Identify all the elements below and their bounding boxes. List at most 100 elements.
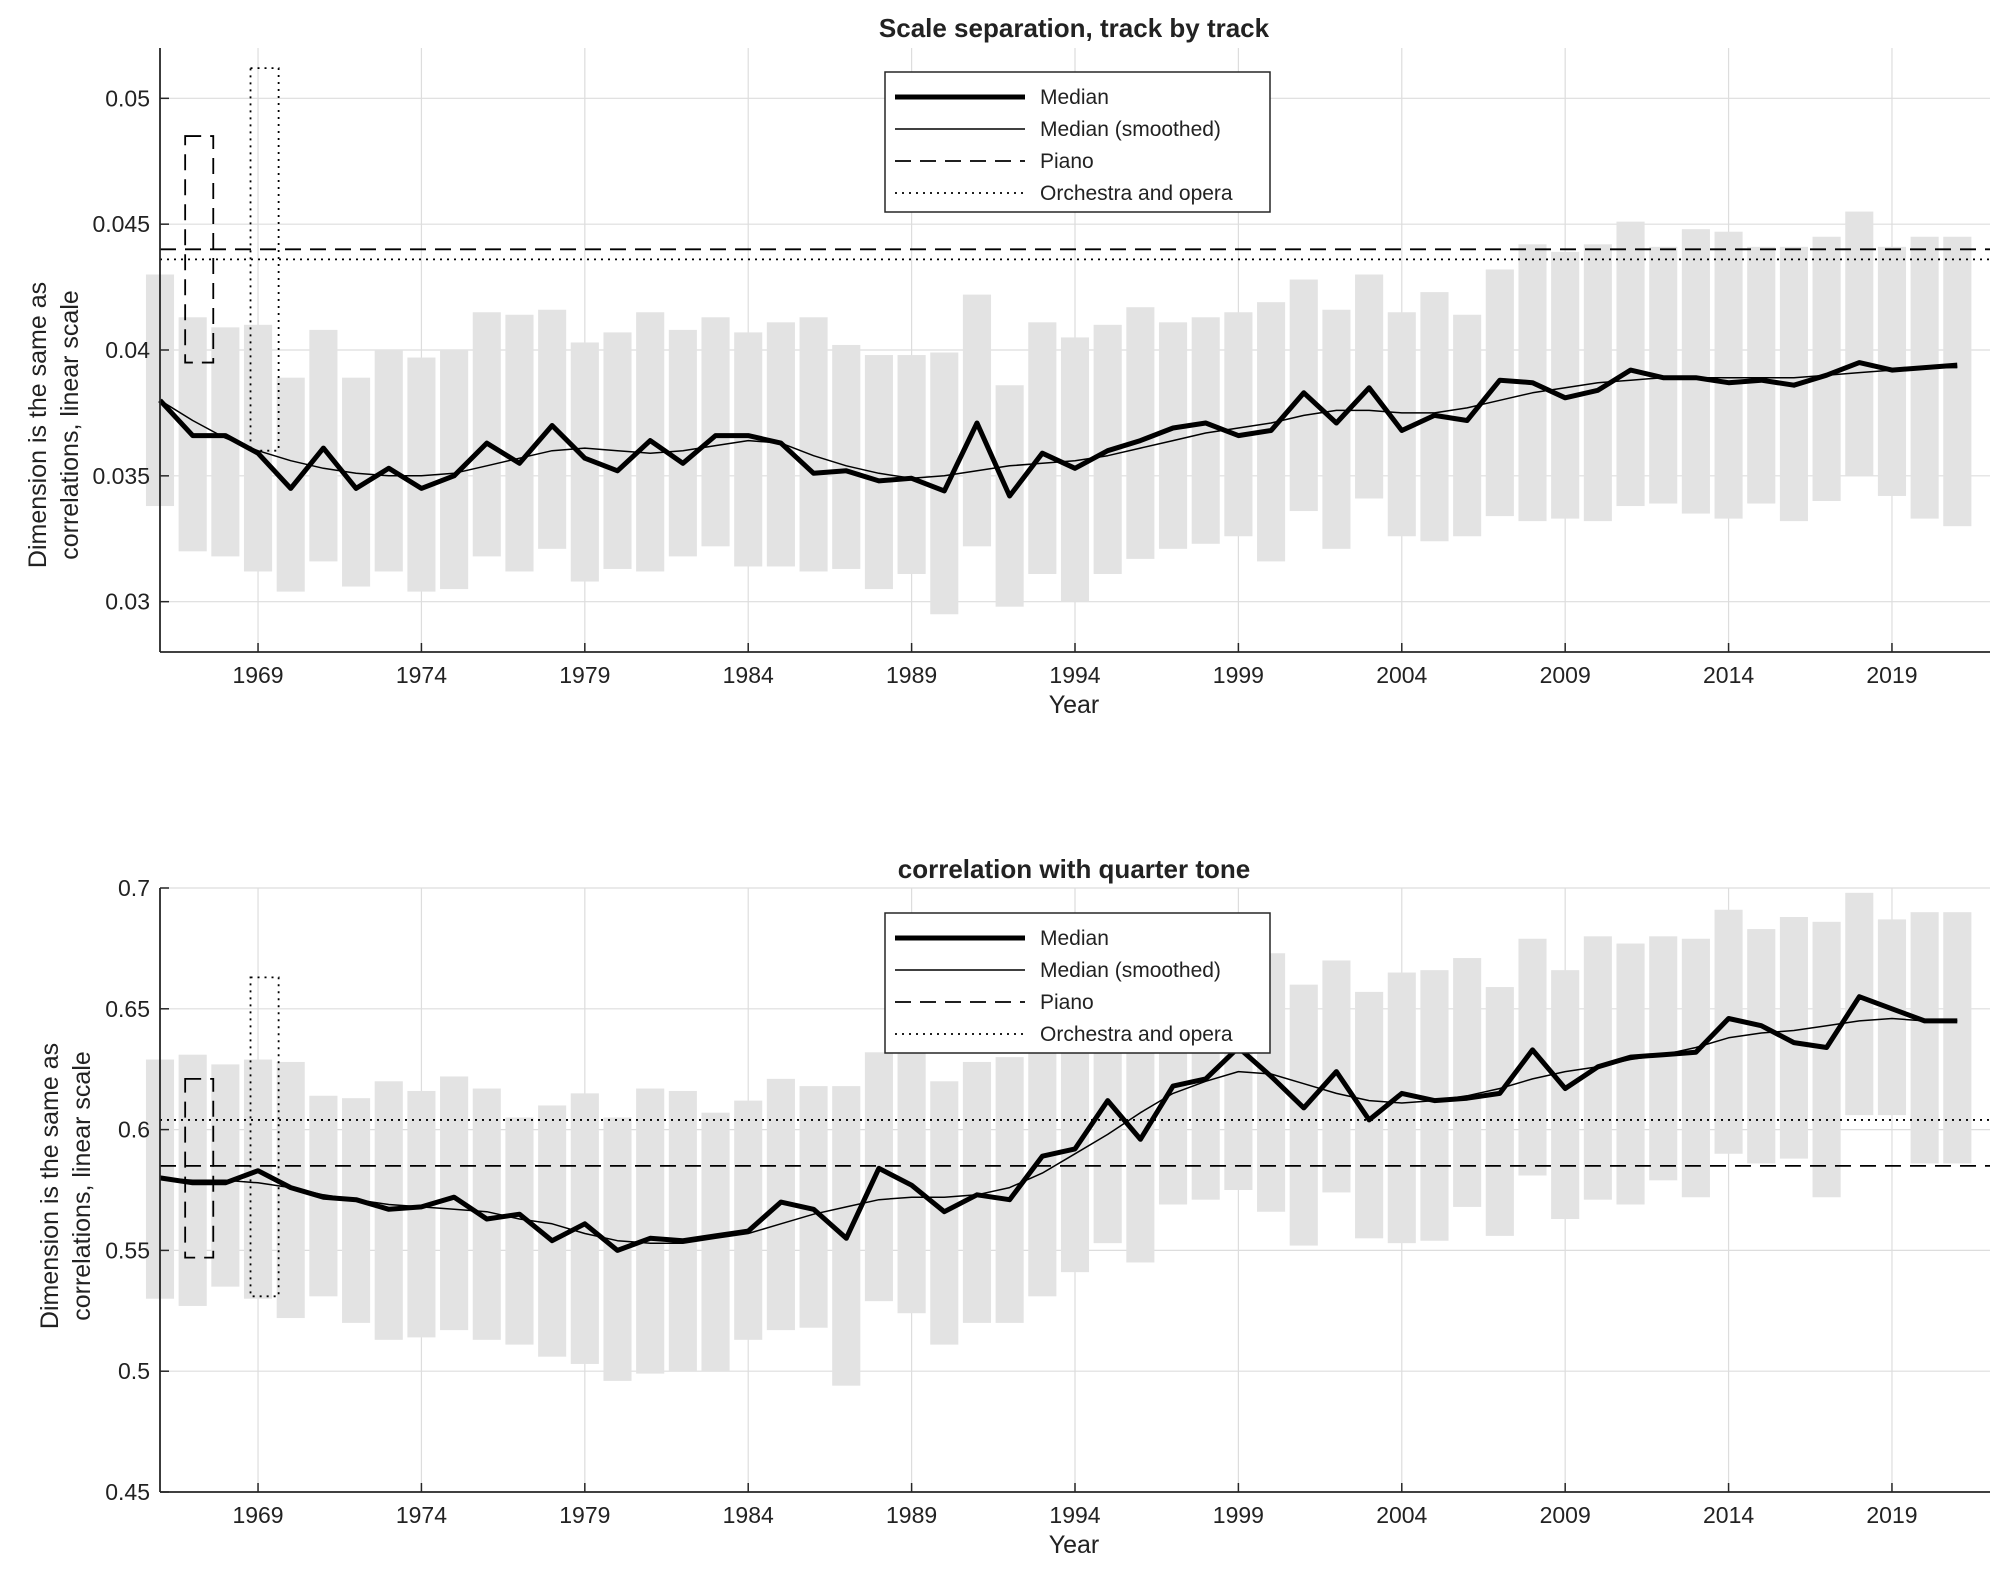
panel-1-range-bar-2018 xyxy=(1845,211,1874,476)
panel-1-median-line xyxy=(158,360,1958,499)
panel-2-range-bar-2013 xyxy=(1681,938,1710,1198)
panel-1-median-smoothed-line xyxy=(159,366,1958,480)
panel-1-range-bar-2015 xyxy=(1747,246,1776,504)
panel-1-range-bar-2017 xyxy=(1812,236,1841,501)
panel-2-x-tick-label-2014: 2014 xyxy=(1703,1502,1754,1528)
panel-1-reference-range-orchestra xyxy=(249,67,280,452)
panel-1-x-tick-label-2009: 2009 xyxy=(1540,662,1591,688)
panel-2-y-tick-label-0: 0.45 xyxy=(105,1479,150,1505)
panel-1-y-tick-label-0: 0.03 xyxy=(105,589,150,615)
panel-2-axes xyxy=(159,887,1990,1493)
panel-1-range-bar-1989 xyxy=(897,355,926,574)
panel-2-range-bar-2008 xyxy=(1518,938,1547,1176)
panel-2-x-tick-label-1979: 1979 xyxy=(559,1502,610,1528)
panel-2-y-tick-label-1: 0.5 xyxy=(118,1358,150,1384)
panel-1-range-bar-2021 xyxy=(1943,236,1972,527)
panel-1-reference-lines xyxy=(160,248,1990,261)
panel-2-legend-label-piano: Piano xyxy=(1040,991,1094,1014)
panel-2-range-bar-2002 xyxy=(1322,960,1351,1193)
panel-1-range-bars xyxy=(145,211,1972,615)
panel-2-x-tick-label-1969: 1969 xyxy=(232,1502,283,1528)
panel-2-range-bar-1969 xyxy=(243,1059,273,1299)
panel-1-range-bar-1975 xyxy=(440,350,469,590)
panel-1-x-tick-label-2004: 2004 xyxy=(1376,662,1427,688)
panel-2-range-bar-1974 xyxy=(407,1090,436,1338)
panel-1-y-tick-label-2: 0.04 xyxy=(105,337,150,363)
panel-1-legend-label-piano: Piano xyxy=(1040,150,1094,173)
panel-1-range-bar-2013 xyxy=(1681,229,1710,514)
panel-2-range-bar-2006 xyxy=(1453,958,1482,1207)
panel-1-range-bar-1993 xyxy=(1028,322,1057,574)
panel-2-y-tick-label-4: 0.65 xyxy=(105,996,150,1022)
panel-1-y-tick-label-1: 0.035 xyxy=(92,463,150,489)
panel-1-x-tick-label-1989: 1989 xyxy=(886,662,937,688)
panel-1-y-tick-labels: 0.03 0.035 0.04 0.045 0.05 xyxy=(92,85,150,614)
panel-1-x-tick-label-1984: 1984 xyxy=(723,662,774,688)
panel-1-range-bar-1997 xyxy=(1158,322,1188,549)
panel-1-range-bar-1987 xyxy=(832,344,861,569)
panel-1-range-bar-1991 xyxy=(962,294,992,547)
panel-1-x-tick-label-1974: 1974 xyxy=(396,662,447,688)
panel-1-x-axis-label: Year xyxy=(1049,691,1100,719)
panel-1-range-bar-1982 xyxy=(668,329,697,557)
panel-1-range-bar-1996 xyxy=(1126,307,1155,559)
panel-2-series-lines xyxy=(159,994,1958,1253)
panel-2-range-bar-1982 xyxy=(668,1090,697,1372)
panel-2-legend-label-orchestra: Orchestra and opera xyxy=(1040,1023,1233,1046)
panel-2-y-tick-label-5: 0.7 xyxy=(118,875,150,901)
panel-2-range-bar-1981 xyxy=(636,1088,665,1374)
panel-1-y-tick-label-4: 0.05 xyxy=(105,85,150,111)
panel-2-x-axis-label: Year xyxy=(1049,1531,1100,1559)
panel-2-y-tick-label-3: 0.6 xyxy=(118,1117,150,1143)
panel-2-range-bar-2007 xyxy=(1485,987,1514,1236)
panel-2-x-tick-label-1974: 1974 xyxy=(396,1502,447,1528)
panel-scale-separation: 1969 1974 1979 1984 1989 1994 1999 2004 2009 2014… xyxy=(24,13,1990,719)
panel-2-range-bar-1993 xyxy=(1028,1052,1057,1297)
panel-1-reference-ranges xyxy=(184,67,280,452)
panel-2-range-bar-2020 xyxy=(1910,912,1939,1164)
panel-1-range-bar-2006 xyxy=(1453,314,1482,537)
panel-2-range-bar-2001 xyxy=(1289,984,1318,1246)
panel-2-legend-label-median: Median xyxy=(1040,927,1109,950)
panel-2-range-bar-2019 xyxy=(1877,919,1907,1116)
panel-2-range-bar-2009 xyxy=(1551,970,1580,1219)
panel-1-legend-label-orchestra: Orchestra and opera xyxy=(1040,182,1233,205)
panel-1-range-bar-1988 xyxy=(864,355,893,590)
panel-2-reference-lines xyxy=(160,1119,1990,1167)
panel-1-x-tick-label-1994: 1994 xyxy=(1049,662,1100,688)
panel-1-x-tick-label-2014: 2014 xyxy=(1703,662,1754,688)
panel-2-range-bar-2004 xyxy=(1387,972,1416,1244)
panel-2-range-bar-1983 xyxy=(701,1112,730,1372)
panel-2-reference-range-orchestra xyxy=(249,976,280,1298)
panel-2-x-tick-labels: 1969 1974 1979 1984 1989 1994 1999 2004 2009 2014… xyxy=(232,1502,1917,1528)
panel-2-title: correlation with quarter tone xyxy=(898,854,1251,884)
panel-1-range-bar-1998 xyxy=(1191,317,1220,544)
panel-2-range-bar-2017 xyxy=(1812,921,1841,1198)
panel-1-range-bar-2011 xyxy=(1616,221,1645,507)
panel-1-range-bar-2014 xyxy=(1714,231,1743,519)
panel-2-range-bar-1977 xyxy=(505,1117,534,1345)
panel-1-legend-label-smoothed: Median (smoothed) xyxy=(1040,118,1221,141)
panel-1-series-lines xyxy=(158,360,1958,499)
panel-1-range-bar-1999 xyxy=(1224,312,1253,537)
panel-2-range-bar-1994 xyxy=(1060,1052,1090,1273)
panel-2-range-bar-2011 xyxy=(1616,943,1645,1205)
panel-2-x-tick-label-1989: 1989 xyxy=(886,1502,937,1528)
panel-2-range-bar-2005 xyxy=(1420,970,1449,1241)
panel-1-range-bar-1976 xyxy=(472,312,501,557)
panel-1-y-axis-label-line-2: correlations, linear scale xyxy=(56,290,84,560)
panel-1-x-tick-label-2019: 2019 xyxy=(1866,662,1917,688)
panel-1-axes xyxy=(159,48,1990,653)
panel-1-range-bar-2009 xyxy=(1551,251,1580,519)
panel-2-range-bar-2015 xyxy=(1747,929,1776,1164)
panel-1-x-tick-label-1999: 1999 xyxy=(1213,662,1264,688)
panel-1-x-tick-label-1969: 1969 xyxy=(232,662,283,688)
panel-2-legend: Median Median (smoothed) Piano Orchestra… xyxy=(884,912,1271,1054)
panel-1-legend: Median Median (smoothed) Piano Orchestra… xyxy=(884,71,1271,213)
panel-2-range-bar-2012 xyxy=(1649,936,1678,1181)
panel-1-range-bar-1984 xyxy=(734,332,763,567)
panel-2-y-axis-label-line-2: correlations, linear scale xyxy=(68,1051,96,1321)
panel-1-range-bar-1986 xyxy=(799,317,828,572)
